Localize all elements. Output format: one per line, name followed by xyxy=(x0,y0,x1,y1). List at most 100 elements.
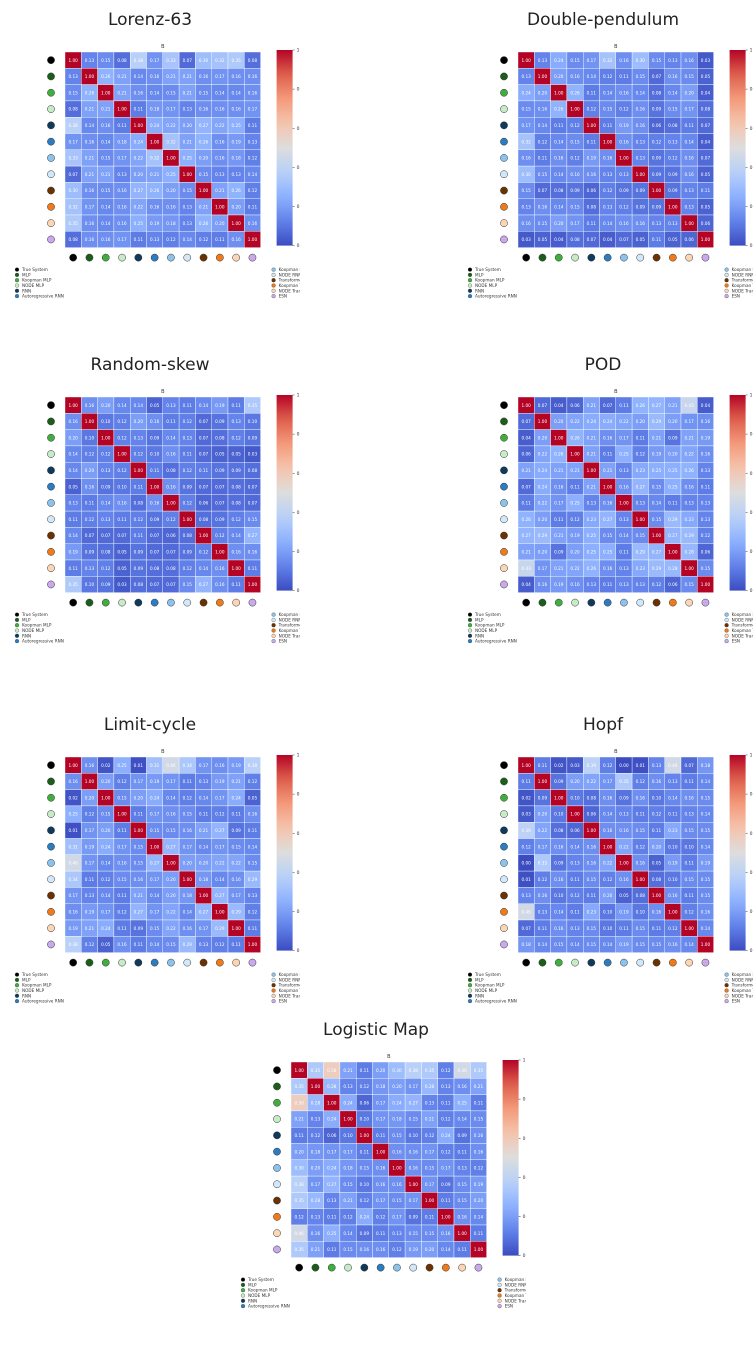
cell-value: 0.16 xyxy=(215,107,225,112)
cell-value: 0.06 xyxy=(587,812,597,817)
cell-value: 0.13 xyxy=(521,204,531,209)
cell-value: 0.04 xyxy=(554,403,564,408)
legend-marker xyxy=(467,983,473,988)
cell-value: 0.12 xyxy=(652,582,662,587)
row-model-marker xyxy=(500,466,508,475)
cell-value: 0.05 xyxy=(117,549,127,554)
cell-value: 0.07 xyxy=(85,533,95,538)
column-model-marker xyxy=(118,253,126,262)
column-model-marker xyxy=(150,958,159,967)
cell-value: 0.18 xyxy=(150,107,160,112)
cell-value: 0.17 xyxy=(538,566,548,571)
cell-value: 0.08 xyxy=(570,237,580,242)
cell-value: 0.27 xyxy=(409,1100,419,1105)
cell-value: 0.14 xyxy=(117,403,127,408)
cell-value: 0.20 xyxy=(199,861,209,866)
legend-label: MLP xyxy=(475,617,484,622)
cell-value: 0.12 xyxy=(248,188,258,193)
legend-marker xyxy=(14,983,20,988)
cell-value: 0.16 xyxy=(183,828,193,833)
cell-value: 0.08 xyxy=(587,795,597,800)
cell-value: 0.21 xyxy=(183,74,193,79)
cell-value: 0.16 xyxy=(376,1166,386,1171)
cell-value: 0.21 xyxy=(199,828,209,833)
legend-marker xyxy=(271,972,276,977)
cell-value: 0.24 xyxy=(150,795,160,800)
cell-value: 0.16 xyxy=(636,861,646,866)
cell-value: 0.25 xyxy=(668,484,678,489)
cell-value: 0.15 xyxy=(392,1198,402,1203)
cell-value: 0.07 xyxy=(684,763,694,768)
colorbar xyxy=(729,755,746,951)
cell-value: 0.34 xyxy=(183,763,193,768)
colorbar-tick-label: 0.4 xyxy=(750,510,753,516)
legend-marker xyxy=(467,988,473,993)
cell-value: 0.16 xyxy=(85,139,95,144)
column-model-marker xyxy=(603,253,612,262)
colorbar-tick-label: 0.8 xyxy=(523,1097,526,1103)
cell-value: 0.17 xyxy=(117,237,127,242)
cell-value: 0.19 xyxy=(150,779,160,784)
cell-value: 0.38 xyxy=(409,1068,419,1073)
cell-value: 0.16 xyxy=(570,172,580,177)
legend-label: NODE MLP xyxy=(475,628,498,633)
cell-value: 0.18 xyxy=(183,893,193,898)
row-model-marker xyxy=(500,219,508,227)
column-model-marker xyxy=(167,598,175,607)
row-model-marker xyxy=(47,564,55,572)
cell-value: 1.00 xyxy=(684,221,694,226)
cell-value: 0.25 xyxy=(570,501,580,506)
row-model-marker xyxy=(500,548,508,556)
heatmap-panel-7: Logistic Map B 1.00 0.35 0.58 0.21 0.11 0.20 0.3… xyxy=(226,1010,526,1330)
cell-value: 0.24 xyxy=(603,419,613,424)
cell-value: 0.19 xyxy=(215,779,225,784)
legend-label: NODE Transformer xyxy=(505,1298,526,1303)
legend-marker xyxy=(724,639,729,644)
cell-value: 0.16 xyxy=(441,1231,451,1236)
row-model-marker xyxy=(500,924,508,932)
cell-value: 0.07 xyxy=(587,237,597,242)
heatmap-panel-3: Random-skew B 1.00 0.16 0.20 0.14 0.14 0.05 0.13… xyxy=(0,345,300,665)
cell-value: 0.17 xyxy=(68,139,78,144)
cell-value: 0.16 xyxy=(409,1149,419,1154)
cell-value: 0.25 xyxy=(668,468,678,473)
cell-value: 0.16 xyxy=(474,1149,484,1154)
cell-value: 0.21 xyxy=(166,74,176,79)
cell-value: 0.16 xyxy=(457,1214,467,1219)
cell-value: 0.22 xyxy=(215,861,225,866)
heatmap-cell xyxy=(697,231,714,248)
legend-marker xyxy=(240,1298,246,1303)
cell-value: 0.11 xyxy=(166,419,176,424)
cell-value: 0.16 xyxy=(248,221,258,226)
cell-value: 0.13 xyxy=(343,1084,353,1089)
cell-value: 0.00 xyxy=(619,763,629,768)
cell-value: 0.19 xyxy=(554,582,564,587)
cell-value: 0.29 xyxy=(684,533,694,538)
legend-marker xyxy=(271,628,276,633)
cell-value: 0.15 xyxy=(521,107,531,112)
cell-value: 0.46 xyxy=(457,1068,467,1073)
cell-value: 0.11 xyxy=(521,779,531,784)
cell-value: 0.16 xyxy=(554,484,564,489)
cell-value: 0.13 xyxy=(684,188,694,193)
cell-value: 1.00 xyxy=(554,795,564,800)
cell-value: 1.00 xyxy=(409,1182,419,1187)
cell-value: 0.11 xyxy=(231,942,241,947)
cell-value: 0.16 xyxy=(166,452,176,457)
cell-value: 0.21 xyxy=(183,90,193,95)
cell-value: 0.06 xyxy=(360,1100,370,1105)
cell-value: 0.11 xyxy=(134,107,144,112)
cell-value: 0.20 xyxy=(538,812,548,817)
cell-value: 0.09 xyxy=(409,1214,419,1219)
cell-value: 0.29 xyxy=(652,419,662,424)
cell-value: 0.25 xyxy=(166,172,176,177)
colorbar-tick-label: 1.0 xyxy=(297,48,300,54)
colorbar-tick-label: 0.4 xyxy=(523,1175,526,1181)
colorbar-tick-label: 0.4 xyxy=(750,165,753,171)
cell-value: 0.13 xyxy=(231,419,241,424)
cell-value: 0.27 xyxy=(215,828,225,833)
cell-value: 0.15 xyxy=(603,107,613,112)
cell-value: 0.27 xyxy=(636,484,646,489)
cell-value: 0.05 xyxy=(619,893,629,898)
column-model-marker xyxy=(554,958,563,967)
